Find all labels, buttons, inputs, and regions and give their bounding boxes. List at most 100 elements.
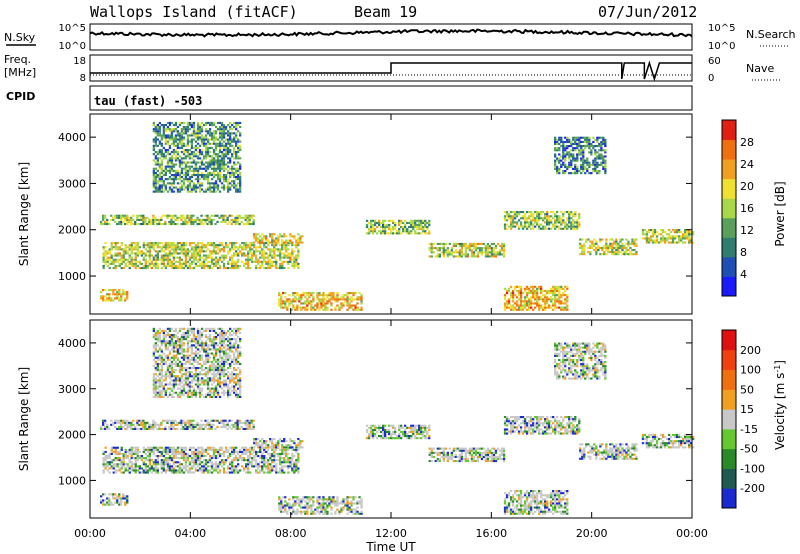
power-echo-cell [574, 227, 577, 230]
power-echo-cell [280, 298, 283, 301]
velocity-echo-cell [166, 461, 170, 464]
velocity-echo-cell [140, 419, 143, 422]
power-echo-cell [460, 249, 463, 252]
power-echo-cell [206, 267, 210, 270]
power-echo-cell [206, 167, 210, 170]
power-echo-cell [511, 296, 515, 299]
power-echo-cell [509, 221, 513, 224]
power-echo-cell [534, 296, 537, 299]
velocity-echo-cell [192, 463, 196, 466]
power-echo-cell [507, 289, 511, 292]
power-echo-cell [240, 220, 243, 223]
velocity-echo-cell [295, 459, 298, 462]
power-echo-cell [247, 260, 250, 263]
power-echo-cell [576, 142, 579, 145]
power-echo-cell [184, 244, 188, 247]
power-echo-cell [346, 308, 349, 311]
power-echo-cell [160, 163, 163, 166]
power-echo-cell [556, 217, 559, 220]
power-echo-cell [396, 230, 399, 233]
power-echo-cell [464, 242, 467, 245]
velocity-echo-cell [249, 457, 252, 460]
power-echo-cell [259, 235, 262, 238]
velocity-echo-cell [277, 444, 280, 447]
power-echo-cell [122, 250, 125, 253]
velocity-echo-cell [106, 469, 109, 472]
power-echo-cell [340, 296, 343, 299]
power-echo-cell [583, 251, 586, 254]
freq-tick-bottom: 8 [80, 73, 86, 84]
power-echo-cell [426, 228, 429, 231]
power-echo-cell [106, 223, 109, 226]
power-echo-cell [568, 145, 571, 148]
velocity-echo-cell [152, 425, 155, 428]
power-echo-cell [233, 146, 236, 149]
velocity-echo-cell [218, 448, 222, 451]
power-echo-cell [269, 250, 272, 253]
velocity-echo-cell [168, 469, 172, 472]
power-echo-cell [324, 304, 327, 307]
power-echo-cell [168, 176, 172, 179]
power-echo-cell [212, 176, 216, 179]
power-echo-cell [456, 242, 459, 245]
power-echo-cell [166, 214, 169, 217]
power-echo-cell [350, 306, 353, 309]
velocity-echo-cell [261, 465, 264, 468]
power-echo-cell [560, 287, 563, 290]
power-echo-cell [486, 253, 490, 256]
power-echo-cell [598, 155, 601, 158]
power-echo-cell [229, 186, 232, 189]
power-echo-cell [104, 223, 107, 226]
power-echo-cell [200, 220, 203, 223]
power-echo-cell [269, 254, 272, 257]
power-echo-cell [562, 149, 565, 152]
nave-tick-top: 60 [708, 56, 721, 67]
power-echo-cell [570, 217, 573, 220]
power-echo-cell [523, 215, 527, 218]
power-echo-cell [198, 264, 202, 267]
velocity-echo-cell [134, 448, 137, 451]
power-echo-cell [498, 253, 502, 256]
power-echo-cell [519, 217, 523, 220]
power-echo-cell [210, 157, 214, 160]
velocity-echo-cell [222, 425, 225, 428]
power-echo-cell [126, 297, 129, 300]
power-echo-cell [244, 216, 247, 219]
power-echo-cell [239, 184, 242, 187]
power-echo-cell [130, 242, 133, 245]
power-echo-cell [580, 145, 583, 148]
power-echo-cell [152, 130, 155, 133]
power-echo-cell [202, 124, 206, 127]
velocity-echo-cell [255, 450, 258, 453]
power-echo-cell [594, 149, 597, 152]
velocity-echo-cell [250, 419, 253, 422]
velocity-echo-cell [253, 457, 256, 460]
power-echo-cell [464, 247, 467, 250]
power-echo-cell [158, 218, 161, 221]
power-echo-cell [212, 132, 216, 135]
power-echo-cell [599, 246, 602, 249]
velocity-echo-cell [184, 452, 188, 455]
power-echo-cell [186, 171, 190, 174]
power-echo-cell [206, 188, 210, 191]
velocity-echo-cell [116, 465, 119, 468]
power-echo-cell [186, 134, 190, 137]
power-echo-cell [237, 130, 240, 133]
velocity-echo-cell [182, 467, 186, 470]
power-echo-cell [590, 153, 593, 156]
power-echo-cell [192, 256, 196, 259]
power-echo-cell [218, 161, 222, 164]
power-echo-cells [100, 121, 695, 311]
velocity-echo-cell [231, 446, 234, 449]
velocity-echo-cell [120, 461, 123, 464]
power-echo-cell [140, 214, 143, 217]
velocity-echo-cell [174, 469, 178, 472]
power-echo-cell [174, 186, 178, 189]
power-echo-cell [168, 252, 172, 255]
power-echo-cell [532, 289, 535, 292]
velocity-echo-cell [162, 465, 165, 468]
power-echo-cell [154, 157, 157, 160]
power-echo-cell [641, 237, 645, 240]
power-echo-cell [118, 254, 121, 257]
power-echo-cell [265, 239, 268, 242]
